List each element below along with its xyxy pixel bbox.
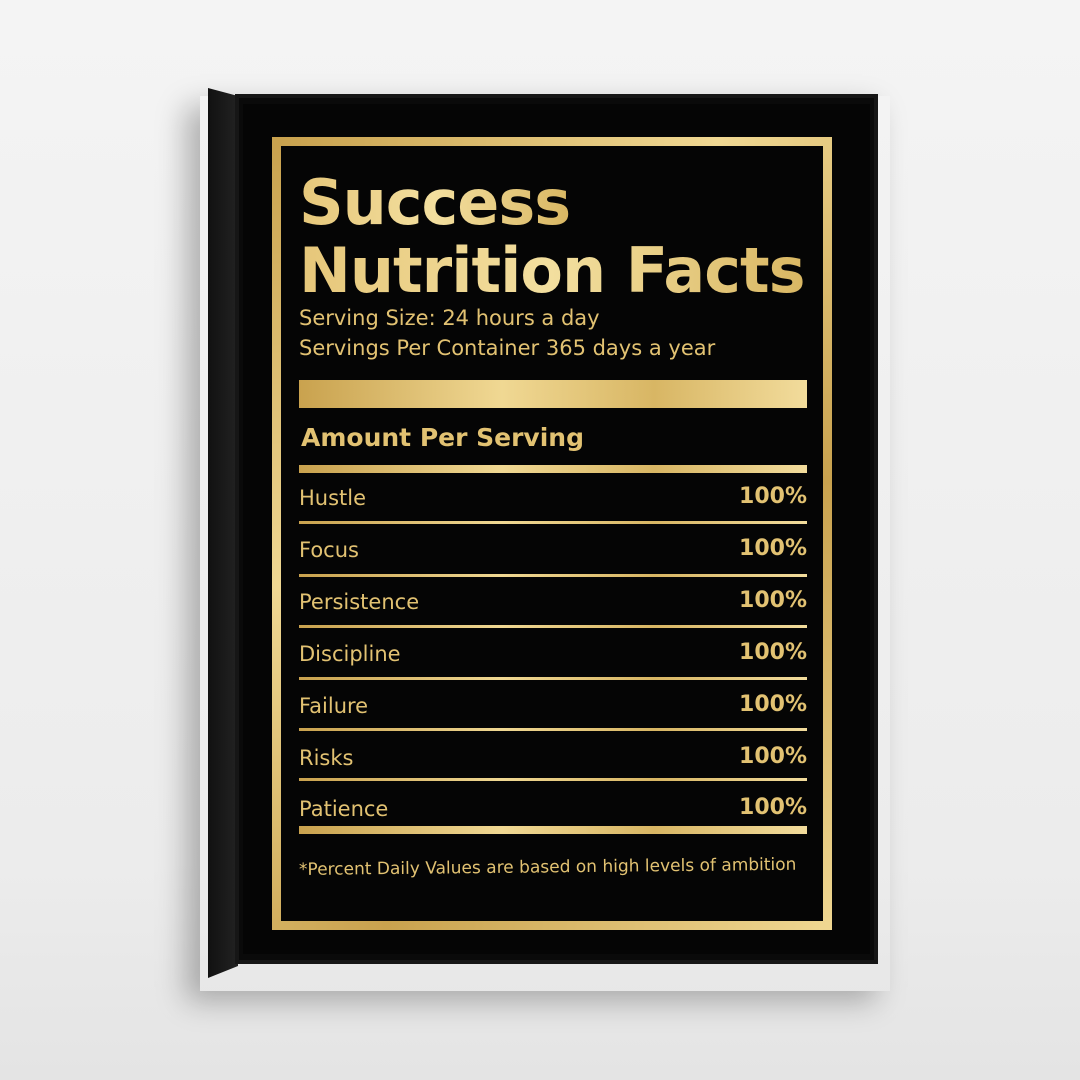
heading-divider xyxy=(299,465,807,473)
row-value: 100% xyxy=(739,536,807,561)
amount-heading: Amount Per Serving xyxy=(301,423,584,452)
row-value: 100% xyxy=(739,692,807,717)
row-label: Discipline xyxy=(299,642,401,666)
serving-size: Serving Size: 24 hours a day xyxy=(299,306,600,330)
row-label: Failure xyxy=(299,694,369,718)
frame-side xyxy=(208,88,238,978)
title-line-1: Success xyxy=(299,166,571,239)
row-divider xyxy=(299,574,807,577)
row-label: Patience xyxy=(299,797,389,821)
row-divider xyxy=(299,826,807,834)
row-divider xyxy=(299,728,807,731)
row-divider xyxy=(299,625,807,628)
row-divider xyxy=(299,521,807,524)
gold-border xyxy=(272,137,832,930)
row-label: Risks xyxy=(299,746,354,770)
row-label: Hustle xyxy=(299,486,367,510)
row-value: 100% xyxy=(739,484,807,509)
thick-divider xyxy=(299,380,807,408)
row-divider xyxy=(299,677,807,680)
servings-per-container: Servings Per Container 365 days a year xyxy=(299,336,716,360)
row-value: 100% xyxy=(739,744,807,769)
row-label: Focus xyxy=(299,538,359,562)
row-divider xyxy=(299,778,807,781)
row-value: 100% xyxy=(739,588,807,613)
row-value: 100% xyxy=(739,795,807,820)
row-label: Persistence xyxy=(299,590,420,614)
row-value: 100% xyxy=(739,640,807,665)
title-line-2: Nutrition Facts xyxy=(299,234,806,307)
